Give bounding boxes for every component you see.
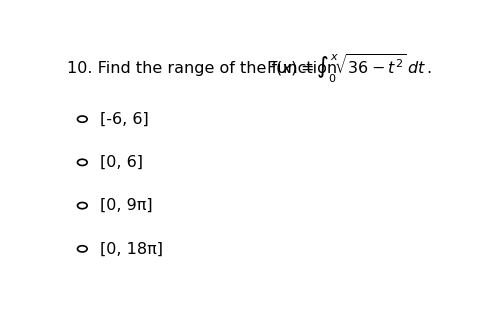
Text: 10. Find the range of the function: 10. Find the range of the function — [67, 61, 337, 76]
Text: [-6, 6]: [-6, 6] — [100, 112, 149, 127]
Text: [0, 9π]: [0, 9π] — [100, 198, 153, 213]
Text: [0, 18π]: [0, 18π] — [100, 241, 163, 256]
Text: $\mathrm{F}(x) = \int_{0}^{x}\!\sqrt{36-t^{2}}\,dt\,.$: $\mathrm{F}(x) = \int_{0}^{x}\!\sqrt{36-… — [266, 52, 432, 85]
Text: [0, 6]: [0, 6] — [100, 155, 143, 170]
